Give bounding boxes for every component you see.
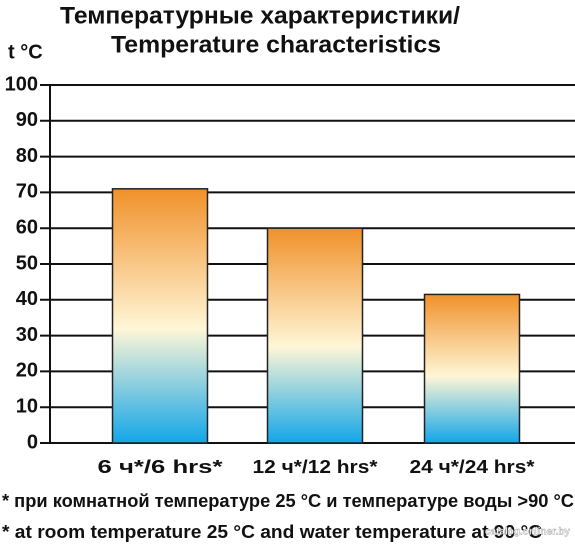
bar: [423, 293, 521, 444]
y-tick-label: 20: [16, 360, 38, 382]
watermark: catalog.onliner.by: [485, 527, 570, 538]
x-tick-label: 12 ч*/12 hrs*: [253, 457, 378, 477]
chart-title: Temperature characteristics: [111, 31, 441, 58]
y-tick-label: 30: [16, 324, 38, 346]
y-tick-label: 10: [16, 395, 38, 417]
bar: [266, 227, 364, 444]
y-tick-label: 0: [27, 431, 38, 453]
chart-title: Температурные характеристики/: [60, 2, 460, 29]
y-tick-label: 70: [16, 181, 38, 203]
x-tick-label: 24 ч*/24 hrs*: [410, 457, 535, 477]
footnote: * при комнатной температуре 25 °C и темп…: [2, 491, 574, 511]
y-tick-label: 60: [16, 216, 38, 238]
y-tick-label: 80: [16, 145, 38, 167]
y-axis-label: t °C: [8, 41, 43, 63]
y-tick-label: 90: [16, 109, 38, 131]
x-tick-label: 6 ч*/6 hrs*: [98, 457, 223, 477]
y-tick-label: 100: [5, 73, 38, 95]
y-tick-label: 50: [16, 252, 38, 274]
y-tick-label: 40: [16, 288, 38, 310]
bar: [111, 188, 209, 444]
footnote: * at room temperature 25 °C and water te…: [2, 522, 542, 542]
